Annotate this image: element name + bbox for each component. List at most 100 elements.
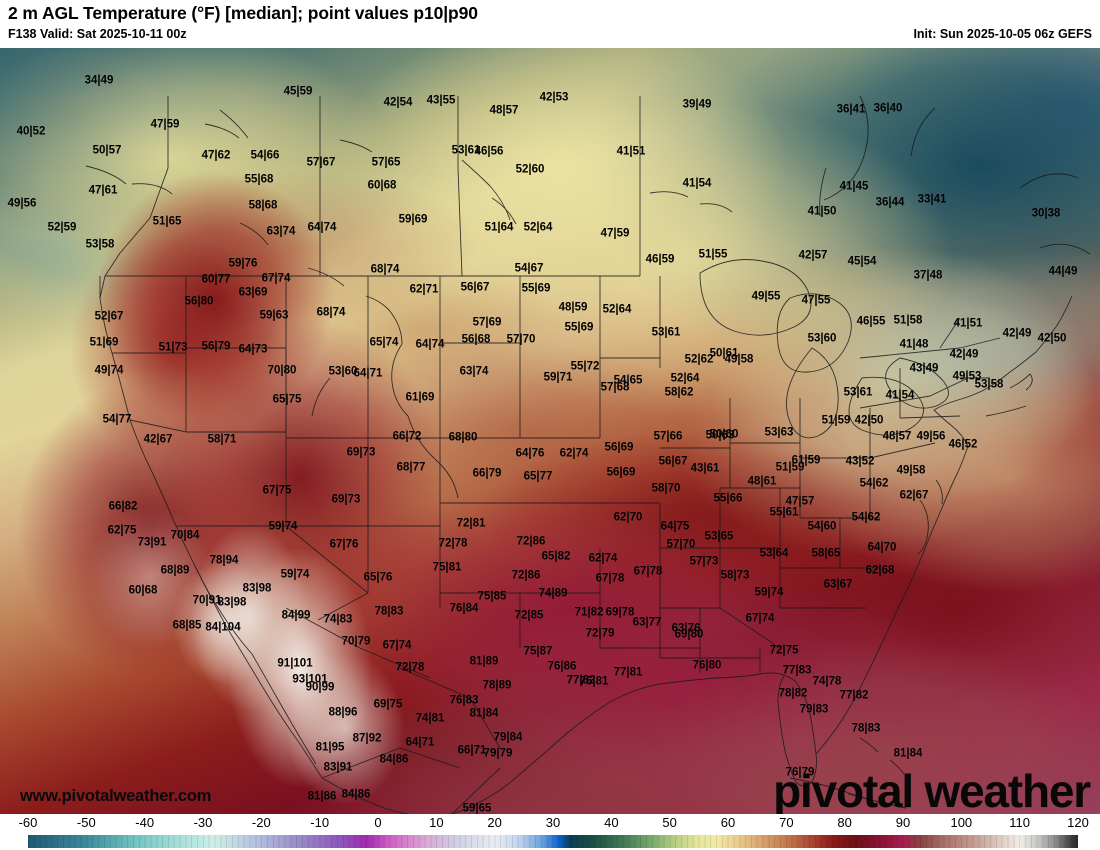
point-value-label: 47|62 xyxy=(201,149,231,162)
point-value-label: 50|63 xyxy=(705,429,735,442)
point-value-label: 59|63 xyxy=(259,309,289,322)
point-value-label: 57|67 xyxy=(306,156,336,169)
point-value-label: 56|67 xyxy=(460,281,490,294)
point-value-label: 42|57 xyxy=(798,249,828,262)
point-value-label: 45|54 xyxy=(847,255,877,268)
point-value-label: 81|84 xyxy=(469,707,499,720)
point-value-label: 40|52 xyxy=(16,125,46,138)
valid-time-label: F138 Valid: Sat 2025-10-11 00z xyxy=(8,27,187,41)
colorbar-tick: 40 xyxy=(604,815,619,830)
point-value-label: 64|74 xyxy=(307,221,337,234)
point-value-label: 67|75 xyxy=(262,484,292,497)
colorbar-segment-lines xyxy=(28,835,1078,848)
colorbar-tick: 100 xyxy=(950,815,973,830)
point-value-label: 43|49 xyxy=(909,362,939,375)
point-value-label: 48|57 xyxy=(489,104,519,117)
point-value-label: 81|95 xyxy=(315,741,345,754)
point-value-label: 53|61 xyxy=(843,386,873,399)
point-value-label: 57|66 xyxy=(653,430,683,443)
point-value-label: 83|98 xyxy=(242,582,272,595)
point-value-label: 46|52 xyxy=(948,438,978,451)
point-value-label: 48|57 xyxy=(882,430,912,443)
brand-watermark: pivotal weather xyxy=(773,765,1091,814)
colorbar-tick: 0 xyxy=(374,815,382,830)
point-value-label: 84|86 xyxy=(341,788,371,801)
point-value-label: 67|78 xyxy=(633,565,663,578)
point-value-label: 51|55 xyxy=(698,248,728,261)
point-value-label: 76|81 xyxy=(579,675,609,688)
point-value-label: 53|60 xyxy=(328,365,358,378)
point-value-label: 43|55 xyxy=(426,94,456,107)
colorbar-tick: 90 xyxy=(895,815,911,830)
point-value-label: 52|64 xyxy=(602,303,632,316)
colorbar-tick: 10 xyxy=(429,815,444,830)
point-value-label: 52|67 xyxy=(94,310,124,323)
point-value-label: 83|91 xyxy=(323,761,353,774)
point-value-label: 81|86 xyxy=(307,790,337,803)
point-value-label: 72|78 xyxy=(395,661,425,674)
point-value-label: 53|64 xyxy=(759,547,789,560)
colorbar-tick: -20 xyxy=(251,815,271,830)
point-value-label: 56|80 xyxy=(184,295,214,308)
point-value-label: 49|58 xyxy=(724,353,754,366)
point-value-label: 59|74 xyxy=(754,586,784,599)
point-value-label: 41|51 xyxy=(616,145,646,158)
point-value-label: 76|79 xyxy=(785,766,815,779)
colorbar-tick: 70 xyxy=(779,815,794,830)
point-value-label: 69|75 xyxy=(373,698,403,711)
point-value-label: 63|74 xyxy=(459,365,489,378)
point-value-label: 52|64 xyxy=(523,221,553,234)
point-value-label: 78|83 xyxy=(374,605,404,618)
point-value-label: 55|61 xyxy=(769,506,799,519)
point-value-label: 46|55 xyxy=(856,315,886,328)
point-value-label: 62|68 xyxy=(865,564,895,577)
point-value-label: 41|51 xyxy=(953,317,983,330)
point-value-label: 67|74 xyxy=(745,612,775,625)
point-value-label: 41|50 xyxy=(807,205,837,218)
point-value-label: 52|62 xyxy=(684,353,714,366)
init-time-label: Init: Sun 2025-10-05 06z GEFS xyxy=(913,27,1092,41)
point-value-label: 55|69 xyxy=(521,282,551,295)
point-value-label: 49|53 xyxy=(952,370,982,383)
point-value-label: 74|89 xyxy=(538,587,568,600)
point-value-label: 51|64 xyxy=(484,221,514,234)
point-value-label: 63|74 xyxy=(266,225,296,238)
point-value-label: 62|67 xyxy=(899,489,929,502)
point-value-label: 64|71 xyxy=(405,736,435,749)
colorbar-tick: -60 xyxy=(18,815,38,830)
point-value-label: 47|59 xyxy=(600,227,630,240)
point-value-label: 56|68 xyxy=(461,333,491,346)
point-value-label: 50|61 xyxy=(709,347,739,360)
point-value-label: 58|70 xyxy=(651,482,681,495)
colorbar-gradient[interactable] xyxy=(28,835,1078,848)
point-value-label: 53|58 xyxy=(974,378,1004,391)
point-value-label: 66|72 xyxy=(392,430,422,443)
colorbar-tick-labels: -60 -50 -40 -30 -20 -10 0 10 20 30 40 50 60 70 80 90 100… xyxy=(0,814,1100,834)
colorbar-tick: 20 xyxy=(487,815,502,830)
point-value-label: 65|75 xyxy=(272,393,302,406)
point-value-label: 93|101 xyxy=(292,673,328,686)
temperature-map[interactable]: 34|49 40|52 47|59 45|59 50|57 47|62 54|66 55|68… xyxy=(0,48,1100,814)
point-value-label: 59|71 xyxy=(543,371,573,384)
point-value-label: 68|85 xyxy=(172,619,202,632)
point-value-label: 37|48 xyxy=(913,269,943,282)
point-value-label: 54|65 xyxy=(613,374,643,387)
point-value-label: 36|44 xyxy=(875,196,905,209)
point-value-label: 43|61 xyxy=(690,462,720,475)
point-value-label: 54|62 xyxy=(851,511,881,524)
point-value-label: 66|82 xyxy=(108,500,138,513)
point-value-label: 64|75 xyxy=(660,520,690,533)
point-value-label: 53|63 xyxy=(764,426,794,439)
point-value-label: 63|77 xyxy=(632,616,662,629)
point-value-label: 41|54 xyxy=(682,177,712,190)
point-value-label: 69|78 xyxy=(605,606,635,619)
point-value-label: 81|84 xyxy=(893,747,923,760)
point-value-label: 72|81 xyxy=(456,517,486,530)
point-value-label: 41|54 xyxy=(885,389,915,402)
point-value-label: 59|74 xyxy=(268,520,298,533)
point-value-label: 72|78 xyxy=(438,537,468,550)
point-value-label: 47|57 xyxy=(785,495,815,508)
point-value-label: 72|75 xyxy=(769,644,799,657)
point-value-label: 59|76 xyxy=(228,257,258,270)
point-value-label: 59|65 xyxy=(462,802,492,814)
